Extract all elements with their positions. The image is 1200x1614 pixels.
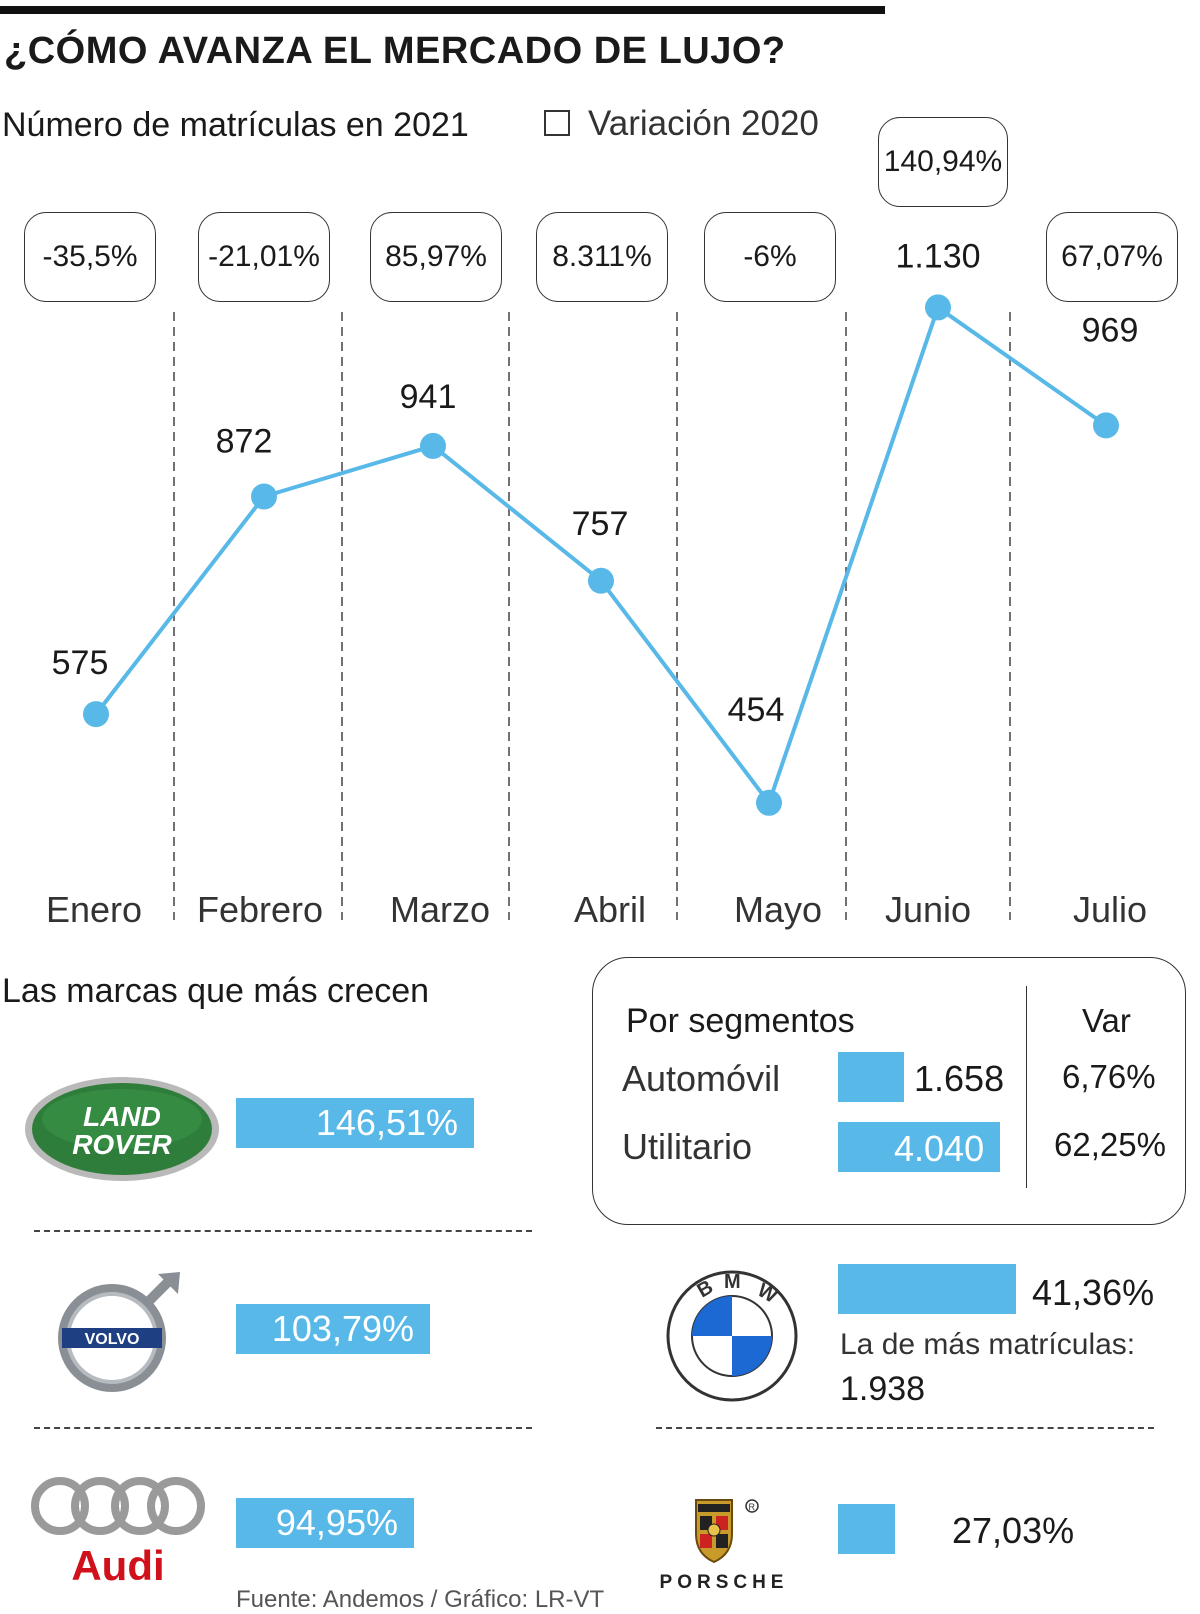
data-point-marzo [420,432,446,459]
source-note: Fuente: Andemos / Gráfico: LR-VT [236,1586,605,1613]
variation-bubble-julio: 67,07% [1046,212,1178,302]
segments-divider [1026,986,1027,1188]
data-labels: 575 872 941 757 454 1.130 969 [52,237,1139,728]
data-label-mayo: 454 [728,691,785,729]
svg-text:M: M [724,1271,741,1293]
bmw-note-value: 1.938 [840,1370,926,1408]
x-tick-junio: Junio [885,889,971,930]
segment-var-utilitario: 62,25% [1054,1126,1166,1163]
data-point-abril [588,567,614,594]
data-point-mayo [756,789,782,816]
svg-text:Audi: Audi [71,1542,164,1588]
porsche-growth-value: 27,03% [952,1510,1075,1551]
bmw-growth-bar [838,1264,1016,1314]
chart-subtitle: Número de matrículas en 2021 [2,106,469,144]
x-tick-mayo: Mayo [734,889,822,930]
volvo-logo: VOLVO [58,1272,180,1392]
land-rover-growth-bar: 146,51% [236,1098,474,1148]
volvo-growth-bar: 103,79% [236,1304,430,1354]
data-label-febrero: 872 [216,422,273,460]
divider [34,1427,532,1429]
series-line [94,305,1108,805]
x-axis-labels: Enero Febrero Marzo Abril Mayo Junio Julio [46,889,1147,930]
divider [656,1427,1154,1429]
audi-growth-bar: 94,95% [236,1498,414,1548]
segment-bar-automovil [838,1052,904,1102]
data-point-febrero [251,483,277,510]
x-tick-marzo: Marzo [390,889,490,930]
variation-bubble-marzo: 85,97% [370,212,502,302]
segment-label-utilitario: Utilitario [622,1126,753,1167]
data-label-marzo: 941 [400,378,457,416]
month-separators [173,312,1011,920]
data-point-junio [925,294,951,321]
segments-title: Por segmentos [626,1002,855,1040]
legend-swatch [544,110,570,136]
x-tick-julio: Julio [1073,889,1147,930]
page-title: ¿CÓMO AVANZA EL MERCADO DE LUJO? [4,30,786,72]
data-label-abril: 757 [572,505,629,543]
segment-label-automovil: Automóvil [622,1058,781,1099]
data-point-enero [83,701,109,728]
svg-text:ROVER: ROVER [72,1129,172,1160]
svg-text:R: R [749,1502,756,1512]
data-point-julio [1093,412,1119,439]
bmw-logo: B M W [666,1270,798,1402]
x-tick-febrero: Febrero [197,889,323,930]
variation-bubble-mayo: -6% [704,212,836,302]
porsche-logo: R PORSCHE [660,1499,789,1593]
variation-bubble-enero: -35,5% [24,212,156,302]
svg-text:LAND: LAND [83,1101,161,1132]
porsche-growth-bar [838,1504,895,1554]
svg-text:VOLVO: VOLVO [85,1331,140,1348]
segments-var-header: Var [1082,1002,1131,1039]
legend-label: Variación 2020 [588,104,819,143]
segment-value-utilitario: 4.040 [894,1128,985,1169]
variation-bubble-junio: 140,94% [878,117,1008,207]
svg-text:PORSCHE: PORSCHE [660,1572,789,1593]
line-chart: 575 872 941 757 454 1.130 969 Enero Febrero Marz… [46,237,1147,930]
data-label-julio: 969 [1082,311,1139,349]
series-registrations [83,294,1119,816]
variation-bubble-abril: 8.311% [536,212,668,302]
divider [34,1230,532,1232]
audi-logo: Audi [31,1477,205,1588]
segment-var-automovil: 6,76% [1062,1058,1156,1095]
variation-bubble-febrero: -21,01% [198,212,330,302]
x-tick-enero: Enero [46,889,142,930]
x-tick-abril: Abril [574,889,646,930]
segment-bar-utilitario [838,1122,1000,1172]
bmw-growth-value: 41,36% [1032,1272,1155,1313]
brands-title: Las marcas que más crecen [2,972,430,1010]
segment-value-automovil: 1.658 [914,1058,1005,1099]
land-rover-logo: LAND ROVER [25,1077,219,1181]
data-label-junio: 1.130 [895,237,980,275]
data-label-enero: 575 [52,644,109,682]
bmw-note: La de más matrículas: [840,1328,1136,1361]
top-rule [0,6,885,14]
